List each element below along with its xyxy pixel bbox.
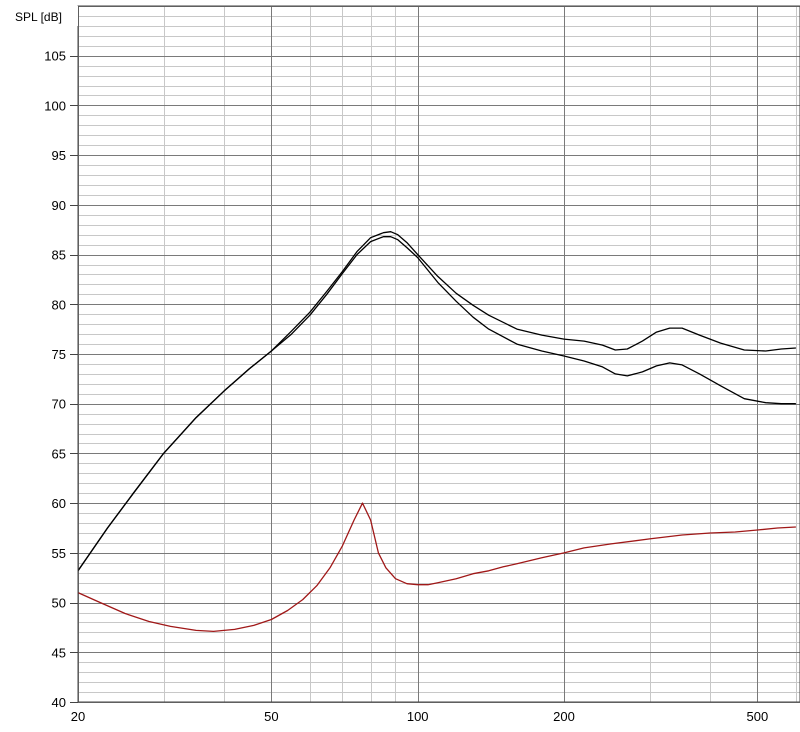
y-tick-label: 105 (44, 49, 66, 64)
x-tick-label: 500 (747, 709, 769, 724)
x-tick-label: 20 (71, 709, 85, 724)
y-tick-label: 55 (52, 546, 66, 561)
y-tick-label: 45 (52, 645, 66, 660)
series-layer (77, 231, 796, 633)
x-axis: 20 50 100 200 500 (71, 709, 768, 724)
x-tick-label: 100 (407, 709, 429, 724)
series-line-bottom (77, 502, 796, 633)
y-tick-label: 90 (52, 198, 66, 213)
minor-grid (78, 6, 800, 702)
y-tick-label: 95 (52, 148, 66, 163)
y-tick-label: 100 (44, 98, 66, 113)
y-axis: 40 45 50 55 60 65 70 75 80 85 90 95 100 105 (44, 49, 78, 710)
y-tick-label: 50 (52, 596, 66, 611)
y-tick-label: 65 (52, 446, 66, 461)
series-line-lower (77, 236, 796, 572)
x-tick-label: 50 (264, 709, 278, 724)
y-tick-label: 75 (52, 347, 66, 362)
y-axis-title-box: SPL [dB] (11, 6, 78, 26)
y-tick-label: 80 (52, 297, 66, 312)
y-tick-label: 70 (52, 397, 66, 412)
y-tick-label: 40 (52, 695, 66, 710)
x-tick-label: 200 (553, 709, 575, 724)
y-axis-title: SPL [dB] (15, 10, 62, 24)
y-tick-label: 85 (52, 248, 66, 263)
y-tick-label: 60 (52, 496, 66, 511)
